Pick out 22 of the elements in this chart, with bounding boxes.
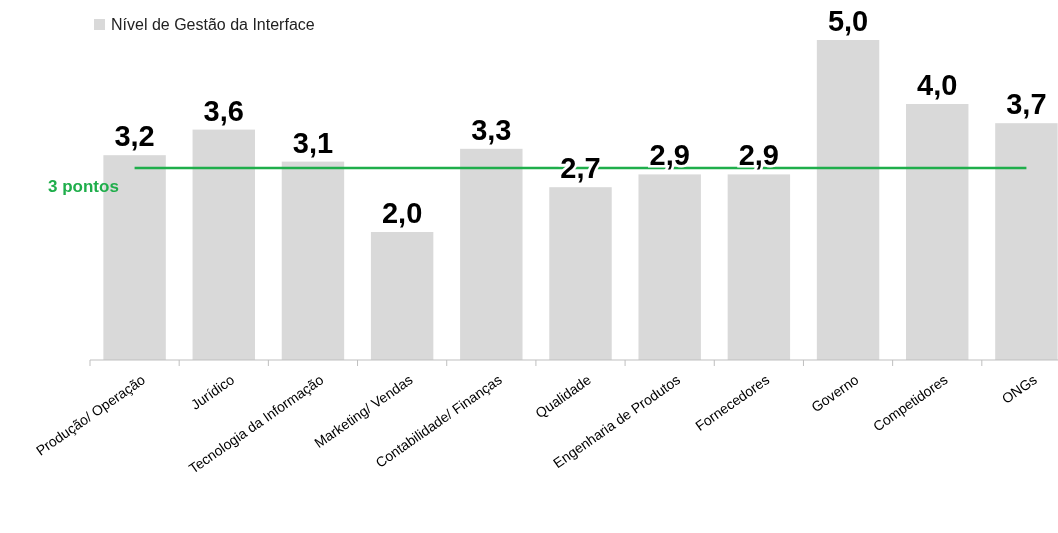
bar [549,187,612,360]
data-label: 3,6 [203,94,244,127]
bar [281,161,345,360]
bar [906,104,969,360]
data-label: 4,0 [917,69,958,101]
legend-label: Nível de Gestão da Interface [111,16,315,33]
data-label: 3,7 [1006,88,1047,121]
bar [727,174,791,360]
data-label: 3,1 [292,126,334,159]
data-label: 2,9 [738,139,780,172]
data-label: 2,9 [649,139,690,172]
data-label: 3,3 [471,113,512,146]
data-label: 3,2 [114,120,155,153]
data-label: 2,0 [381,197,423,229]
data-label: 5,0 [827,5,869,37]
bar [460,148,523,360]
bar [816,40,880,360]
ref-line-label: 3 pontos [48,177,119,196]
bar [370,232,434,360]
bar [995,123,1058,360]
bar [638,174,701,360]
bar [192,129,255,360]
